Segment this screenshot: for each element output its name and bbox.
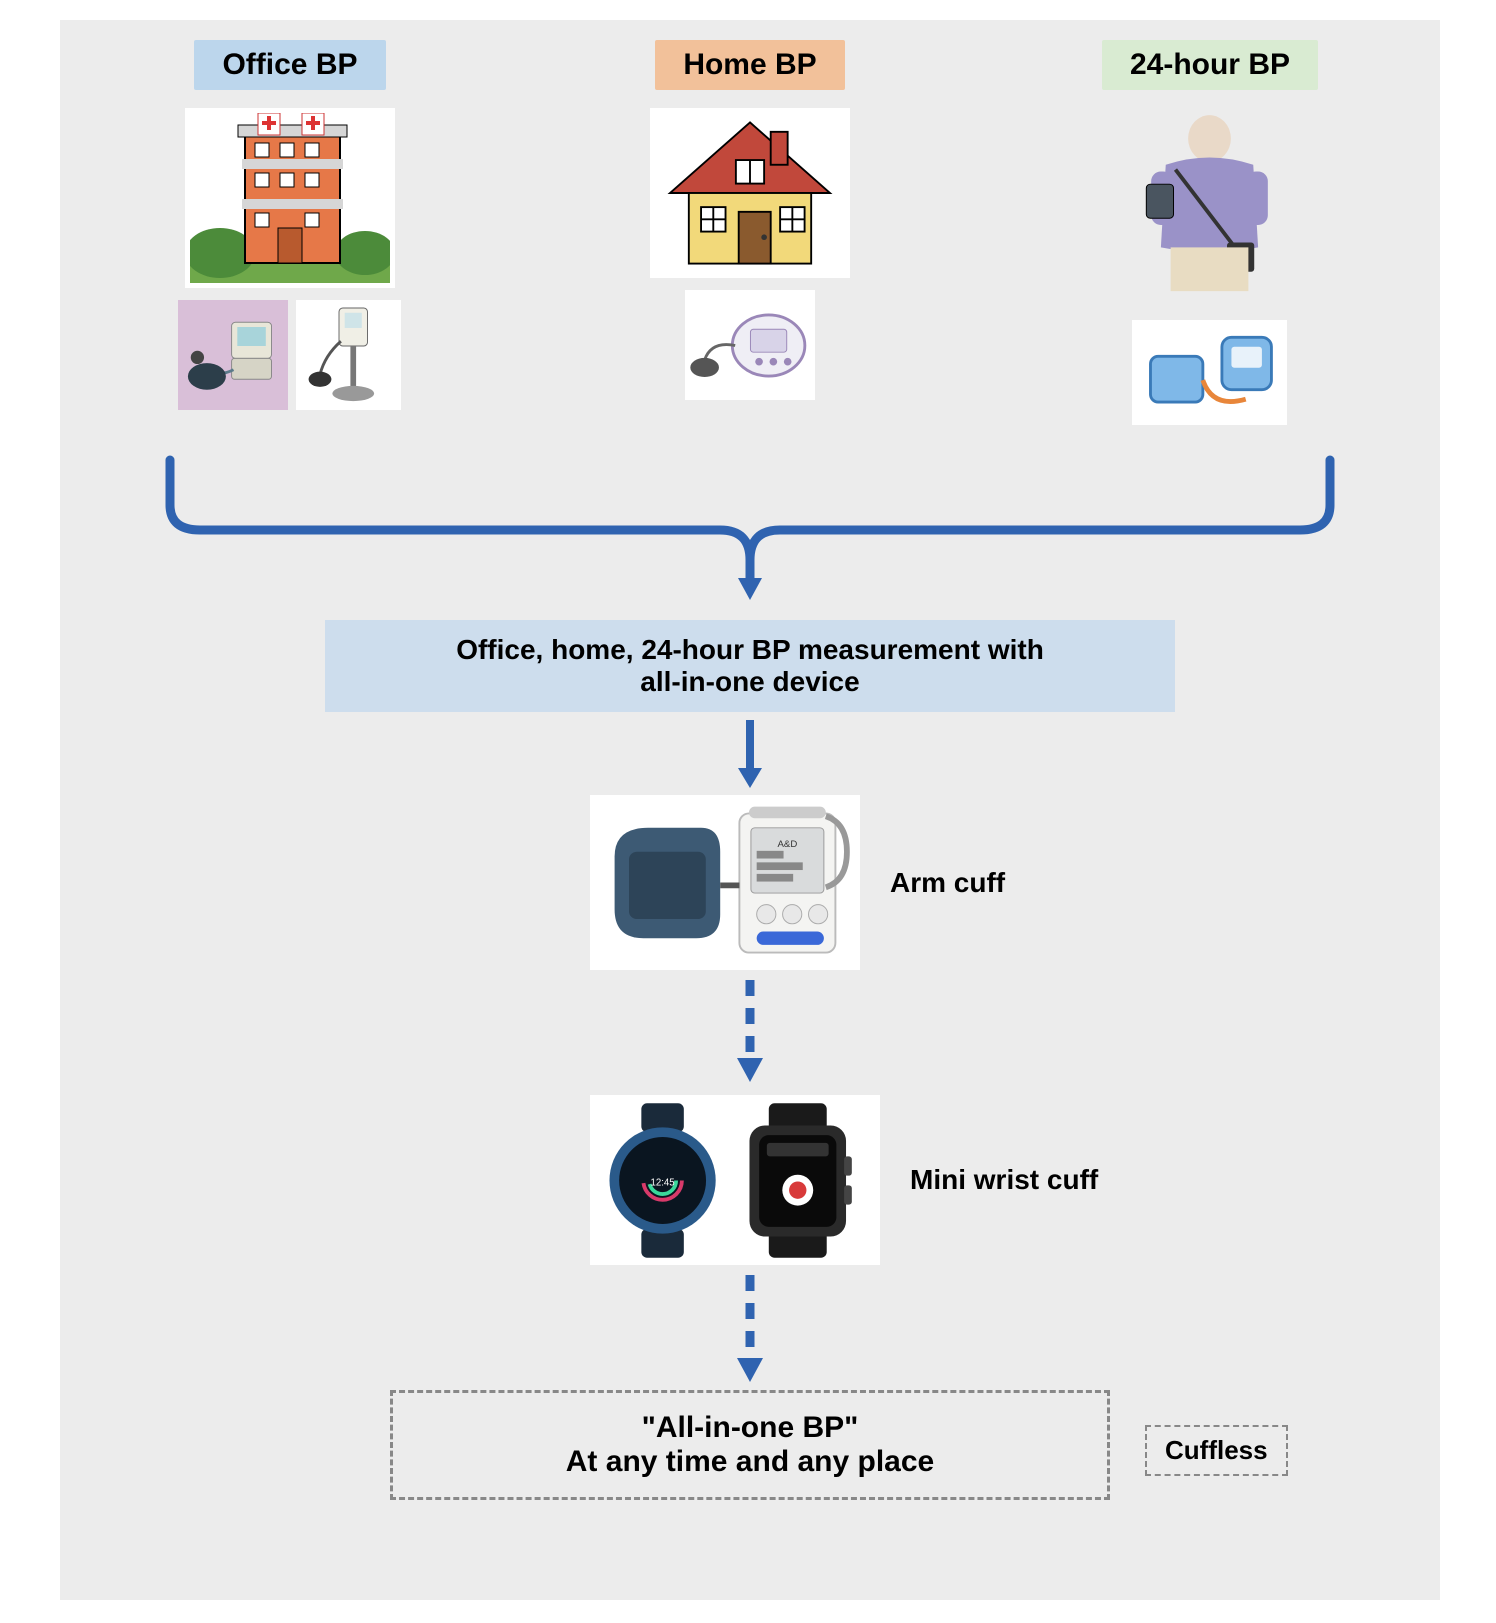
label-arm-cuff: Arm cuff bbox=[890, 867, 1005, 899]
house-icon bbox=[650, 108, 850, 278]
column-office-bp: Office BP bbox=[62, 40, 517, 425]
stage-mini-wrist-cuff: 12:45 Mini wrist cuff bbox=[590, 1095, 1098, 1265]
banner-line1: Office, home, 24-hour BP measurement wit… bbox=[345, 634, 1155, 666]
label-24hour-bp: 24-hour BP bbox=[1102, 40, 1318, 90]
brace-connector-icon bbox=[150, 450, 1350, 600]
stage-arm-cuff: A&D Arm cuff bbox=[590, 795, 1005, 970]
bp-monitor-desk-icon bbox=[178, 300, 288, 410]
final-line2: At any time and any place bbox=[403, 1445, 1097, 1479]
bp-cuff-portable-icon bbox=[1132, 320, 1287, 425]
arm-cuff-device-icon: A&D bbox=[590, 795, 860, 970]
cuffless-label: Cuffless bbox=[1165, 1435, 1268, 1465]
smartwatches-icon: 12:45 bbox=[590, 1095, 880, 1265]
label-mini-wrist-cuff: Mini wrist cuff bbox=[910, 1164, 1098, 1196]
bp-stand-icon bbox=[296, 300, 401, 410]
svg-text:A&D: A&D bbox=[778, 839, 798, 850]
all-in-one-banner: Office, home, 24-hour BP measurement wit… bbox=[325, 620, 1175, 712]
bp-monitor-home-icon bbox=[685, 290, 815, 400]
person-ambulatory-icon bbox=[1120, 108, 1300, 308]
diagram-canvas: Office BP bbox=[60, 20, 1440, 1600]
svg-text:12:45: 12:45 bbox=[651, 1177, 675, 1188]
office-devices-row bbox=[178, 300, 401, 410]
final-line1: "All-in-one BP" bbox=[403, 1411, 1097, 1445]
home-devices-row bbox=[685, 290, 815, 400]
column-24hour-bp: 24-hour BP bbox=[982, 40, 1437, 425]
label-office-bp: Office BP bbox=[194, 40, 385, 90]
final-all-in-one-box: "All-in-one BP" At any time and any plac… bbox=[390, 1390, 1110, 1500]
top-category-row: Office BP bbox=[60, 40, 1440, 425]
hospital-icon bbox=[185, 108, 395, 288]
label-home-bp: Home BP bbox=[655, 40, 844, 90]
banner-line2: all-in-one device bbox=[345, 666, 1155, 698]
cuffless-box: Cuffless bbox=[1145, 1425, 1288, 1476]
column-home-bp: Home BP bbox=[522, 40, 977, 425]
24h-devices-row bbox=[1132, 320, 1287, 425]
